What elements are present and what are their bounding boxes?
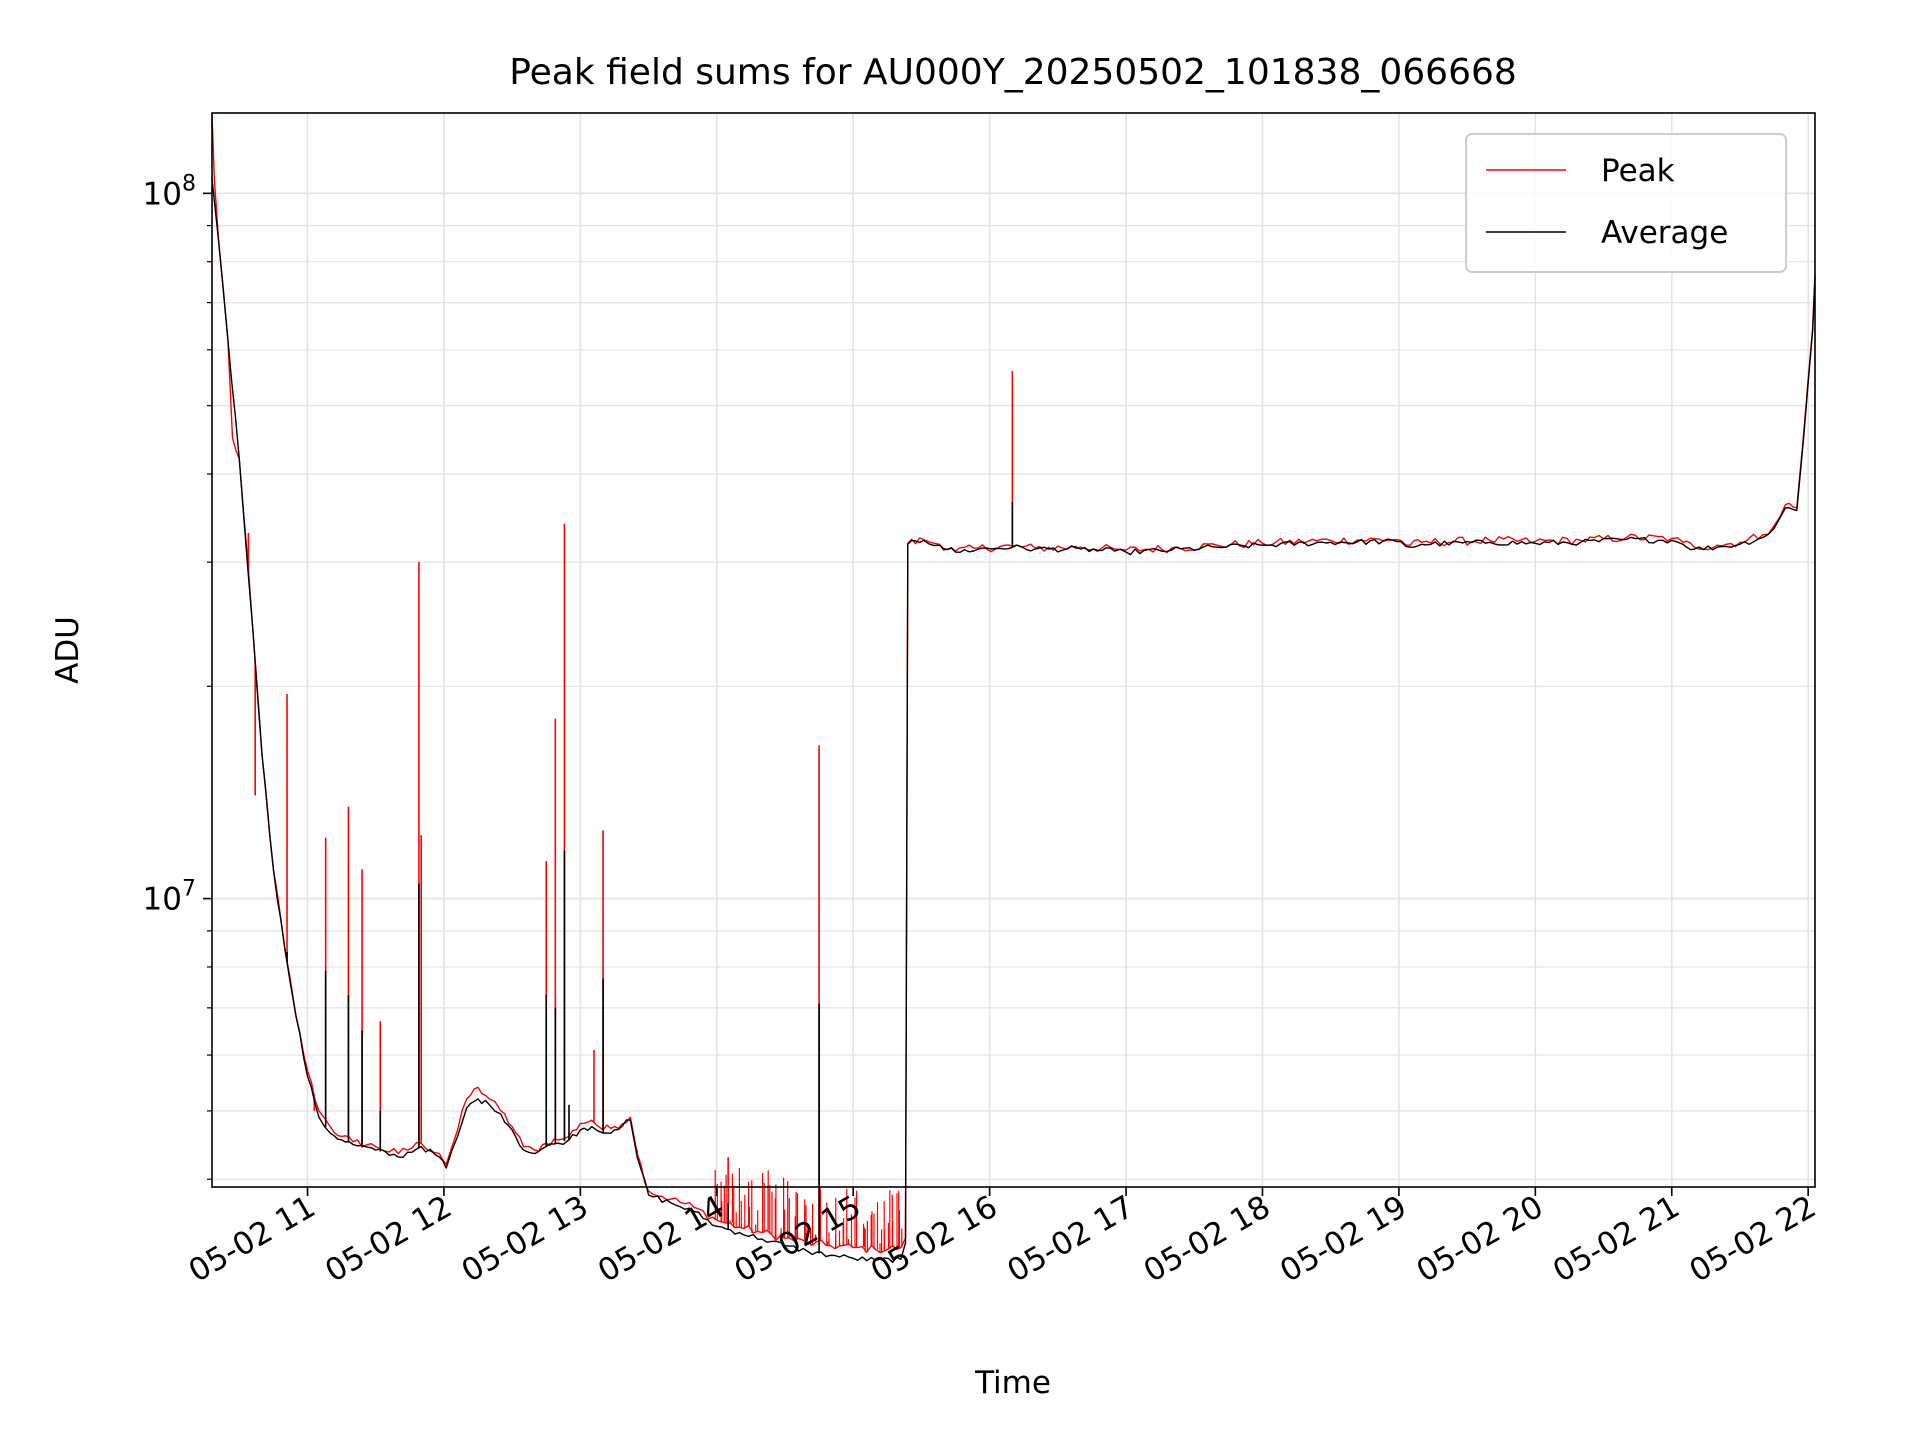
grid	[212, 113, 1815, 1187]
y-tick-label: 107	[143, 877, 196, 918]
legend-label-peak: Peak	[1601, 153, 1675, 189]
legend-box	[1465, 133, 1787, 273]
chart-title: Peak field sums for AU000Y_20250502_1018…	[509, 52, 1517, 93]
plot-frame	[211, 112, 1816, 1188]
y-tick-label: 108	[143, 171, 196, 212]
plot-area	[212, 113, 1815, 1187]
y-axis: 107 108	[143, 171, 212, 1180]
series-layer	[211, 112, 1816, 1263]
series-average-line	[211, 178, 1816, 1263]
x-axis-label: Time	[974, 1365, 1051, 1401]
legend: Peak Average	[1465, 133, 1787, 273]
y-axis-label: ADU	[50, 616, 86, 684]
series-peak-noise	[714, 1167, 903, 1253]
legend-label-average: Average	[1601, 215, 1728, 251]
